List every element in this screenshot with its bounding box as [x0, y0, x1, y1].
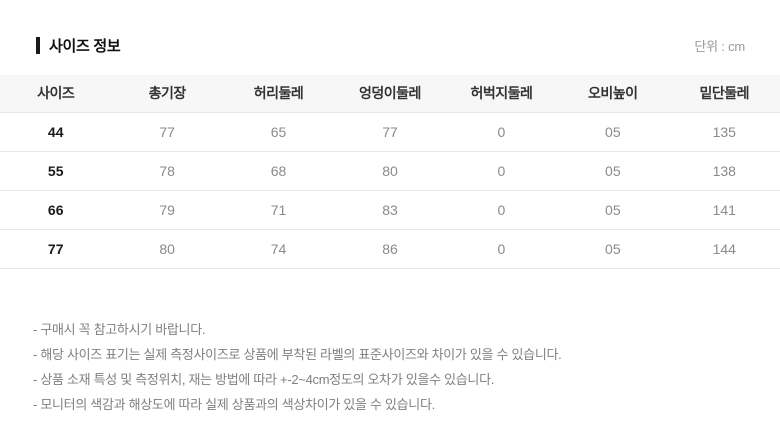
column-header-rise: 오비높이 [557, 75, 669, 112]
section-title-text: 사이즈 정보 [49, 38, 121, 55]
column-header-waist: 허리둘레 [222, 75, 335, 112]
table-row: 55 78 68 80 0 05 138 [0, 150, 780, 190]
cell-value: 0 [445, 189, 558, 229]
cell-value: 138 [668, 150, 780, 190]
header-row: 사이즈 총기장 허리둘레 엉덩이둘레 허벅지둘레 오비높이 밑단둘레 [0, 75, 780, 112]
size-value: 44 [0, 111, 112, 151]
cell-value: 135 [668, 111, 780, 151]
cell-value: 68 [222, 150, 335, 190]
table-row: 44 77 65 77 0 05 135 [0, 111, 780, 151]
note-line: - 상품 소재 특성 및 측정위치, 재는 방법에 따라 +-2~4cm정도의 … [33, 371, 495, 387]
cell-value: 05 [557, 150, 669, 190]
size-table-header: 사이즈 총기장 허리둘레 엉덩이둘레 허벅지둘레 오비높이 밑단둘레 [0, 75, 780, 112]
section-title: 사이즈 정보 [36, 35, 121, 56]
size-value: 77 [0, 228, 112, 269]
cell-value: 78 [111, 150, 223, 190]
table-row: 77 80 74 86 0 05 144 [0, 228, 780, 269]
column-header-thigh: 허벅지둘레 [445, 75, 558, 112]
column-header-hem: 밑단둘레 [668, 75, 780, 112]
note-line: - 구매시 꼭 참고하시기 바랍니다. [33, 321, 206, 337]
cell-value: 74 [222, 228, 335, 269]
unit-label: 단위 : cm [694, 39, 745, 54]
table-row: 66 79 71 83 0 05 141 [0, 189, 780, 229]
cell-value: 83 [334, 189, 446, 229]
cell-value: 80 [111, 228, 223, 269]
cell-value: 0 [445, 111, 558, 151]
cell-value: 77 [111, 111, 223, 151]
size-notes: - 구매시 꼭 참고하시기 바랍니다. - 해당 사이즈 표기는 실제 측정사이… [0, 317, 780, 417]
cell-value: 79 [111, 189, 223, 229]
note-line: - 모니터의 색감과 해상도에 따라 실제 상품과의 색상차이가 있을 수 있습… [33, 396, 435, 412]
size-table-body: 44 77 65 77 0 05 135 55 78 68 80 0 05 13… [0, 111, 780, 269]
note-line: - 해당 사이즈 표기는 실제 측정사이즈로 상품에 부착된 라벨의 표준사이즈… [33, 346, 562, 362]
cell-value: 144 [668, 228, 780, 269]
column-header-size: 사이즈 [0, 75, 112, 112]
size-table: 사이즈 총기장 허리둘레 엉덩이둘레 허벅지둘레 오비높이 밑단둘레 44 77… [0, 75, 780, 269]
cell-value: 0 [445, 228, 558, 269]
cell-value: 65 [222, 111, 335, 151]
cell-value: 80 [334, 150, 446, 190]
cell-value: 05 [557, 228, 669, 269]
cell-value: 141 [668, 189, 780, 229]
cell-value: 71 [222, 189, 335, 229]
column-header-hip: 엉덩이둘레 [334, 75, 446, 112]
cell-value: 77 [334, 111, 446, 151]
section-header: 사이즈 정보 단위 : cm [0, 0, 780, 56]
title-accent-bar [36, 37, 40, 54]
size-value: 66 [0, 189, 112, 229]
cell-value: 05 [557, 189, 669, 229]
cell-value: 86 [334, 228, 446, 269]
cell-value: 0 [445, 150, 558, 190]
size-value: 55 [0, 150, 112, 190]
column-header-total-length: 총기장 [111, 75, 223, 112]
cell-value: 05 [557, 111, 669, 151]
